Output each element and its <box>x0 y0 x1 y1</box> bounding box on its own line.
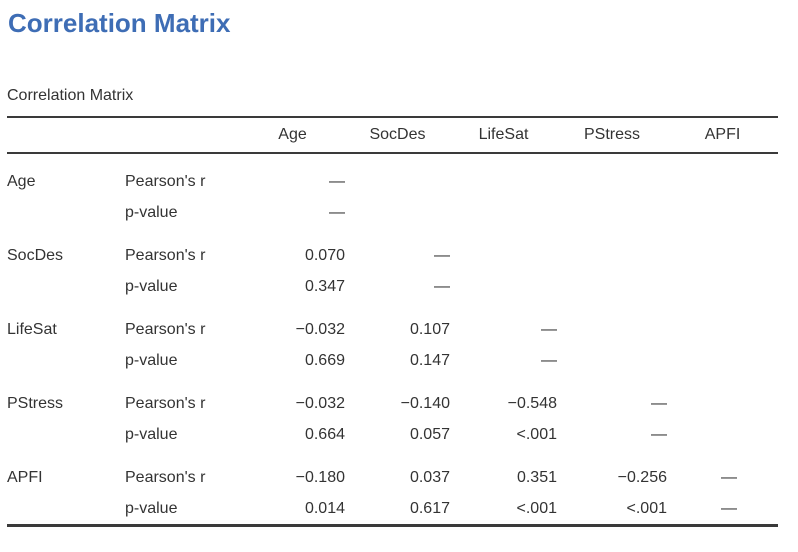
variable-label <box>7 197 125 228</box>
cell-value <box>557 302 667 345</box>
cell-value: 0.057 <box>409 426 450 443</box>
cell-value: 0.617 <box>409 500 450 517</box>
cell-value: — <box>329 173 345 190</box>
table-row: Age Pearson's r — <box>7 153 778 197</box>
cell-value <box>557 228 667 271</box>
cell-value <box>667 228 778 271</box>
stat-label: p-value <box>125 278 178 295</box>
cell-value <box>450 271 557 302</box>
column-header-apfi: APFI <box>667 117 778 154</box>
table-row: p-value 0.014 0.617 <.001 <.001 — <box>7 493 778 526</box>
results-page: Correlation Matrix Correlation Matrix Ag… <box>0 8 798 527</box>
variable-label <box>7 493 125 526</box>
cell-value: 0.014 <box>304 500 345 517</box>
cell-value: 0.351 <box>516 469 557 486</box>
cell-value: <.001 <box>516 426 557 443</box>
column-header-socdes: SocDes <box>345 117 450 154</box>
stat-label: Pearson's r <box>125 247 206 264</box>
cell-value: — <box>721 500 737 517</box>
correlation-table-container: Correlation Matrix Age SocDes LifeSat P <box>7 86 778 527</box>
cell-value: 0.147 <box>409 352 450 369</box>
cell-value <box>450 153 557 197</box>
cell-value <box>667 345 778 376</box>
cell-value <box>667 419 778 450</box>
column-header-age: Age <box>240 117 345 154</box>
stat-label: p-value <box>125 500 178 517</box>
variable-label: Age <box>7 173 36 190</box>
table-row: p-value — <box>7 197 778 228</box>
page-title: Correlation Matrix <box>8 8 231 38</box>
variable-label <box>7 345 125 376</box>
stat-label: Pearson's r <box>125 321 206 338</box>
cell-value: — <box>721 469 737 486</box>
cell-value: — <box>651 426 667 443</box>
stat-label: p-value <box>125 352 178 369</box>
cell-value <box>667 302 778 345</box>
cell-value: — <box>434 247 450 264</box>
cell-value: 0.669 <box>304 352 345 369</box>
cell-value: −0.180 <box>295 469 345 486</box>
cell-value: — <box>541 321 557 338</box>
cell-value: — <box>329 204 345 221</box>
table-row: p-value 0.664 0.057 <.001 — <box>7 419 778 450</box>
table-row: APFI Pearson's r −0.180 0.037 0.351 −0.256 — <box>7 450 778 493</box>
cell-value: −0.548 <box>507 395 557 412</box>
cell-value: — <box>434 278 450 295</box>
stat-label: Pearson's r <box>125 395 206 412</box>
cell-value: 0.037 <box>409 469 450 486</box>
cell-value <box>667 376 778 419</box>
cell-value <box>450 228 557 271</box>
cell-value: — <box>541 352 557 369</box>
table-row: PStress Pearson's r −0.032 −0.140 −0.548 — <box>7 376 778 419</box>
stat-label: Pearson's r <box>125 173 206 190</box>
cell-value: 0.664 <box>304 426 345 443</box>
cell-value <box>667 197 778 228</box>
cell-value <box>557 197 667 228</box>
stat-label: p-value <box>125 204 178 221</box>
variable-label: SocDes <box>7 247 64 264</box>
header-stat-spacer <box>125 117 240 154</box>
cell-value: 0.107 <box>409 321 450 338</box>
variable-label: APFI <box>7 469 43 486</box>
cell-value <box>557 153 667 197</box>
column-header-lifesat: LifeSat <box>450 117 557 154</box>
cell-value: — <box>651 395 667 412</box>
table-body: Age Pearson's r — p-value — SocDes Pearson's r… <box>7 153 778 526</box>
cell-value <box>667 271 778 302</box>
header-variable-spacer <box>7 117 125 154</box>
table-caption: Correlation Matrix <box>7 87 134 104</box>
table-row: LifeSat Pearson's r −0.032 0.107 — <box>7 302 778 345</box>
cell-value <box>667 153 778 197</box>
cell-value: −0.032 <box>295 321 345 338</box>
cell-value <box>450 197 557 228</box>
variable-label: PStress <box>7 395 64 412</box>
table-row: p-value 0.347 — <box>7 271 778 302</box>
cell-value: <.001 <box>626 500 667 517</box>
cell-value: −0.032 <box>295 395 345 412</box>
cell-value <box>557 271 667 302</box>
variable-label: LifeSat <box>7 321 57 338</box>
variable-label <box>7 419 125 450</box>
cell-value <box>345 197 450 228</box>
variable-label <box>7 271 125 302</box>
stat-label: Pearson's r <box>125 469 206 486</box>
header-row: Age SocDes LifeSat PStress APFI <box>7 117 778 154</box>
cell-value <box>557 345 667 376</box>
cell-value: <.001 <box>516 500 557 517</box>
column-header-pstress: PStress <box>557 117 667 154</box>
table-row: p-value 0.669 0.147 — <box>7 345 778 376</box>
correlation-table: Age SocDes LifeSat PStress APFI Age Pears… <box>7 116 778 527</box>
cell-value: −0.256 <box>617 469 667 486</box>
stat-label: p-value <box>125 426 178 443</box>
cell-value: −0.140 <box>400 395 450 412</box>
cell-value <box>345 153 450 197</box>
cell-value: 0.070 <box>304 247 345 264</box>
cell-value: 0.347 <box>304 278 345 295</box>
table-row: SocDes Pearson's r 0.070 — <box>7 228 778 271</box>
